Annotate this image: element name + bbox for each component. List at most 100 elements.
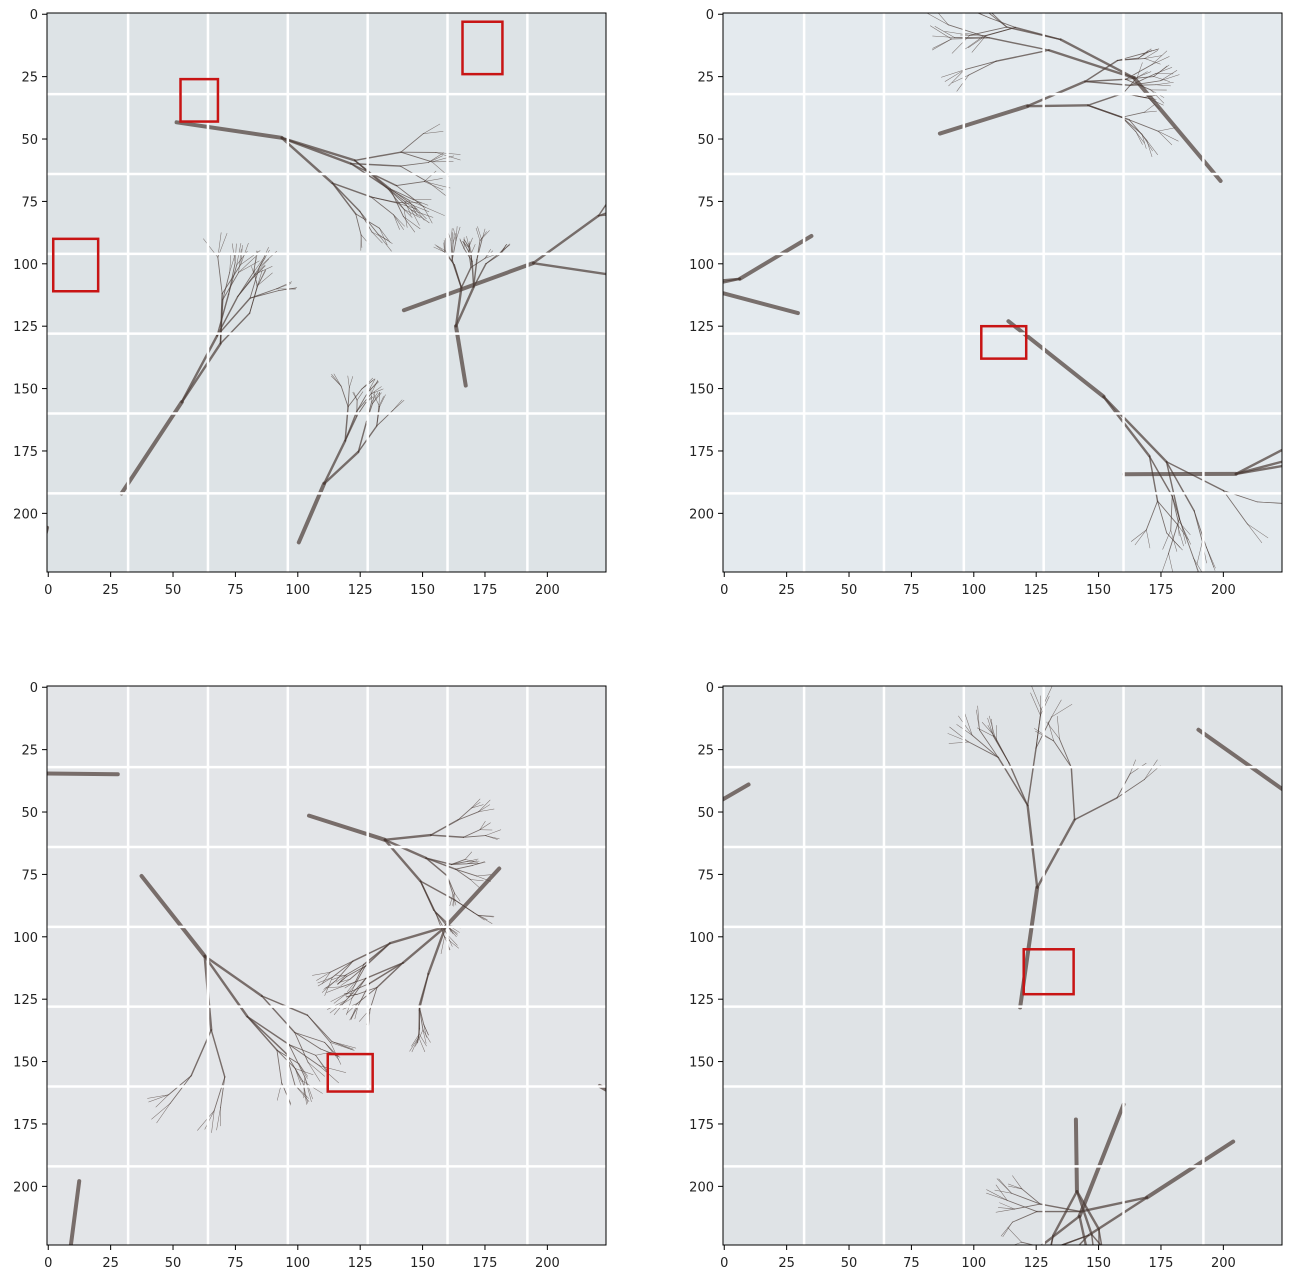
branch (640, 275, 650, 278)
bounding-box (980, 324, 1028, 360)
branch (388, 925, 447, 945)
x-tick-label: 200 (1211, 583, 1236, 598)
branch (1193, 558, 1199, 572)
branch (1119, 1271, 1129, 1279)
x-tick-label: 0 (720, 583, 728, 598)
branch (642, 131, 659, 146)
branch (333, 992, 348, 1004)
branch (210, 1029, 226, 1078)
branch (478, 799, 491, 813)
x-tick-label: 125 (348, 583, 373, 598)
branch (229, 252, 236, 273)
branch (370, 388, 384, 395)
branch (168, 1075, 192, 1096)
branch (1128, 119, 1159, 132)
branch (331, 1041, 353, 1051)
branch (379, 394, 386, 407)
branch (617, 258, 639, 270)
branch (1153, 64, 1170, 77)
branch (1165, 461, 1181, 520)
branch (976, 13, 991, 19)
branch (649, 136, 670, 150)
branch (1129, 80, 1161, 86)
branch (1151, 50, 1168, 65)
y-tick-label: 200 (689, 507, 714, 522)
branch (478, 804, 491, 813)
branch (395, 181, 425, 186)
branch (1120, 1268, 1122, 1279)
branch (425, 857, 448, 877)
branch (315, 1051, 333, 1056)
branch (723, 782, 751, 802)
branch (669, 197, 687, 198)
branch (378, 396, 384, 407)
branch (32, 647, 34, 674)
branch (400, 133, 424, 153)
branch (422, 206, 433, 224)
branch (1002, 1221, 1013, 1237)
branch (472, 258, 478, 288)
branch (1157, 130, 1179, 142)
branch (531, 261, 606, 276)
branch (1120, 1264, 1123, 1273)
branch (971, 35, 987, 53)
branch (1146, 140, 1153, 157)
branch (1125, 78, 1152, 91)
branch (1059, 38, 1136, 80)
branch (307, 1061, 321, 1082)
branch (500, 243, 507, 255)
branch (1193, 558, 1203, 572)
branch (1170, 495, 1173, 531)
branch (1146, 140, 1158, 155)
branch (471, 260, 475, 288)
branch (635, 299, 647, 302)
x-tick-label: 150 (410, 1256, 435, 1271)
branch (404, 201, 418, 211)
branch (1143, 104, 1155, 113)
branch (433, 909, 448, 927)
branch (409, 1036, 419, 1052)
branch (329, 960, 354, 973)
branch (634, 274, 644, 283)
branch (1155, 82, 1174, 86)
branch (705, 1212, 710, 1240)
branch (968, 60, 997, 76)
branch (479, 820, 486, 830)
branch (646, 311, 656, 314)
branch (453, 324, 468, 388)
branch (253, 268, 258, 288)
branch (978, 729, 999, 758)
branch (471, 804, 484, 809)
branch (1011, 1192, 1041, 1205)
branch (677, 1131, 707, 1174)
branch (327, 999, 347, 1010)
branch (203, 954, 263, 998)
branch (997, 1207, 1015, 1210)
branch (392, 201, 407, 204)
branch (476, 240, 481, 261)
branch (418, 1033, 427, 1047)
branch (1166, 532, 1183, 551)
branch (998, 1263, 1020, 1279)
branch (372, 392, 382, 404)
branch (25, 690, 27, 703)
branch (395, 185, 424, 207)
branch (645, 137, 663, 149)
branch (976, 709, 980, 731)
branch (1024, 1272, 1053, 1279)
branch (393, 214, 400, 230)
branch (1234, 460, 1282, 476)
branch (643, 185, 671, 199)
branch (418, 973, 430, 1011)
branch (307, 1061, 325, 1077)
branch (1031, 1271, 1045, 1279)
branch (647, 303, 671, 311)
branch (1120, 1268, 1121, 1278)
branch (951, 74, 970, 84)
branch (27, 708, 31, 722)
branch (376, 962, 404, 989)
branch (321, 979, 337, 993)
branch (220, 1076, 226, 1108)
branch (393, 214, 405, 227)
branch (1022, 1272, 1053, 1279)
